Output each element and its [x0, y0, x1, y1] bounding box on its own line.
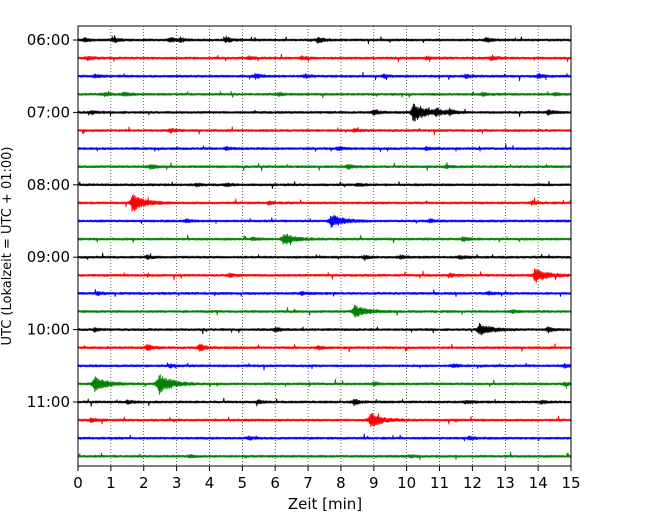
x-tick-label-3: 3	[172, 474, 182, 492]
grid-layer	[110, 26, 539, 466]
trace-0745	[77, 162, 572, 172]
trace-0645	[77, 90, 572, 99]
trace-0730	[77, 143, 572, 152]
x-tick-label-11: 11	[430, 474, 449, 492]
trace-0930	[77, 289, 572, 298]
trace-0615	[77, 53, 572, 63]
y-axis-label: UTC (Lokalzeit = UTC + 01:00)	[0, 147, 15, 346]
trace-0630	[77, 71, 572, 82]
trace-0830	[77, 214, 572, 229]
trace-1145	[77, 451, 572, 460]
trace-1045	[77, 374, 572, 395]
trace-layer	[77, 35, 572, 460]
x-tick-label-9: 9	[369, 474, 379, 492]
plot-frame	[77, 25, 572, 467]
trace-1130	[77, 433, 572, 442]
x-tick-label-2: 2	[139, 474, 149, 492]
x-tick-label-4: 4	[205, 474, 215, 492]
trace-1015	[77, 343, 572, 353]
x-tick-label-13: 13	[496, 474, 515, 492]
y-tick-label-06:00: 06:00	[27, 31, 70, 49]
x-tick-label-12: 12	[463, 474, 482, 492]
trace-0800	[77, 180, 572, 189]
y-tick-label-10:00: 10:00	[27, 321, 70, 339]
trace-0815	[77, 194, 572, 212]
x-tick-label-6: 6	[270, 474, 280, 492]
x-tick-label-5: 5	[238, 474, 248, 492]
x-axis-label: Zeit [min]	[288, 495, 362, 513]
y-tick-label-09:00: 09:00	[27, 248, 70, 266]
x-tick-label-7: 7	[303, 474, 313, 492]
x-tick-label-1: 1	[106, 474, 116, 492]
trace-0915	[77, 268, 572, 283]
x-tick-label-8: 8	[336, 474, 346, 492]
x-tick-label-14: 14	[529, 474, 548, 492]
trace-1100	[77, 397, 572, 407]
trace-0600	[77, 35, 572, 45]
x-tick-label-0: 0	[73, 474, 83, 492]
x-tick-label-10: 10	[397, 474, 416, 492]
x-tick-label-15: 15	[561, 474, 580, 492]
trace-0700	[77, 103, 572, 122]
y-tick-label-11:00: 11:00	[27, 393, 70, 411]
trace-1030	[77, 362, 572, 371]
trace-0945	[77, 304, 572, 318]
trace-0900	[77, 252, 572, 261]
y-tick-label-07:00: 07:00	[27, 103, 70, 121]
trace-0845	[77, 233, 572, 246]
trace-1000	[77, 322, 572, 336]
y-tick-label-08:00: 08:00	[27, 176, 70, 194]
axis-layer: 0 1 2 3 4 5 6 7 8 9 10 11 12 13 14 1506:0007:0008:0009:…	[27, 31, 581, 492]
trace-1115	[77, 413, 572, 428]
trace-0715	[77, 126, 572, 136]
